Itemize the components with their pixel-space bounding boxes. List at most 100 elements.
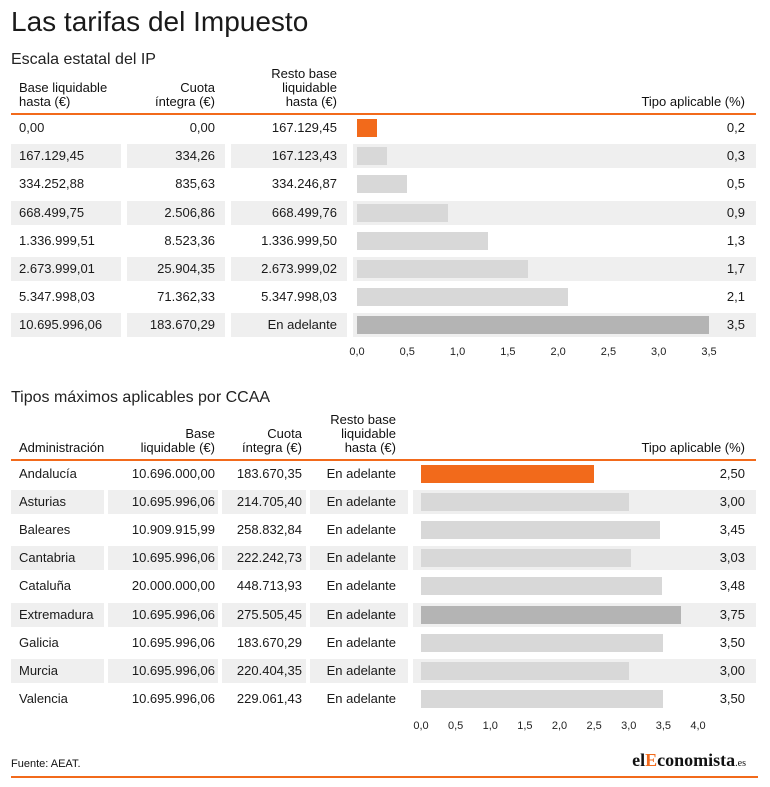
tick-label: 1,5	[517, 720, 533, 732]
cell-resto: En adelante	[326, 662, 396, 678]
value-label: 3,50	[719, 690, 745, 706]
cell-cuota: 183.670,29	[149, 317, 215, 333]
logo-accent: E	[645, 750, 658, 770]
cell-resto: En adelante	[326, 550, 396, 566]
cell-admin: Galicia	[19, 634, 59, 650]
column-gap	[225, 313, 231, 338]
bar	[421, 549, 631, 568]
cell-resto: En adelante	[326, 634, 396, 650]
cell-cuota: 220.404,35	[236, 662, 302, 678]
value-label: 3,00	[719, 494, 745, 510]
section-subtitle: Tipos máximos aplicables por CCAA	[11, 389, 271, 406]
cell-base: 5.347.998,03	[19, 289, 95, 305]
header-tipo: Tipo aplicable (%)	[641, 440, 745, 455]
cell-resto: 167.123,43	[271, 148, 337, 164]
column-gap	[121, 144, 127, 169]
column-gap	[306, 602, 310, 627]
cell-admin: Extremadura	[19, 606, 94, 622]
value-label: 0,9	[726, 204, 745, 220]
header-resto-line3: hasta (€)	[344, 440, 396, 455]
cell-base: 10.695.996,06	[131, 494, 215, 510]
value-label: 3,50	[719, 634, 745, 650]
bar	[421, 689, 664, 708]
column-gap	[218, 602, 222, 627]
header-rule	[11, 113, 756, 115]
header-rule	[11, 459, 756, 461]
column-gap	[347, 144, 353, 169]
bar	[421, 521, 660, 540]
cell-cuota: 71.362,33	[157, 289, 215, 305]
column-gap	[104, 490, 108, 515]
value-label: 3,5	[726, 317, 745, 333]
source-note: Fuente: AEAT.	[11, 758, 81, 770]
header-base-line2: hasta (€)	[19, 94, 71, 109]
value-label: 3,00	[719, 662, 745, 678]
cell-resto: En adelante	[326, 522, 396, 538]
tick-label: 0,0	[349, 346, 365, 358]
tick-label: 4,0	[690, 720, 706, 732]
header-resto: Resto base liquidable hasta (€)	[226, 67, 337, 109]
logo-part: el	[632, 750, 646, 770]
column-gap	[306, 546, 310, 571]
column-gap	[121, 313, 127, 338]
value-label: 3,48	[719, 578, 745, 594]
brand-logo: elEconomista.es	[632, 750, 746, 771]
column-gap	[225, 257, 231, 281]
bar	[357, 316, 709, 335]
cell-resto: 2.673.999,02	[261, 261, 337, 276]
header-base: Base liquidable hasta (€)	[19, 81, 107, 109]
cell-cuota: 183.670,35	[236, 466, 302, 481]
bar	[357, 203, 448, 222]
cell-resto: En adelante	[326, 690, 396, 706]
tick-label: 0,0	[413, 720, 429, 732]
page-title: Las tarifas del Impuesto	[11, 6, 309, 37]
value-label: 1,7	[726, 261, 745, 276]
logo-part: conomista	[657, 750, 736, 770]
column-gap	[121, 200, 127, 225]
tick-label: 2,5	[600, 346, 617, 358]
cell-admin: Andalucía	[19, 466, 77, 481]
cell-cuota: 25.904,35	[157, 261, 215, 276]
cell-cuota: 2.506,86	[164, 204, 215, 220]
value-label: 3,03	[719, 550, 745, 566]
cell-base: 10.695.996,06	[131, 634, 215, 650]
cell-cuota: 229.061,43	[236, 690, 302, 706]
value-label: 0,3	[726, 148, 745, 164]
header-resto-line1: Resto base	[271, 66, 337, 81]
cell-base: 20.000.000,00	[131, 578, 215, 594]
column-gap	[218, 658, 222, 683]
header-cuota-line1: Cuota	[267, 426, 302, 441]
bar	[357, 288, 569, 307]
bar	[357, 175, 408, 194]
value-label: 0,5	[726, 176, 745, 192]
cell-cuota: 222.242,73	[236, 550, 302, 566]
bar	[421, 577, 662, 596]
column-gap	[347, 313, 353, 338]
tick-label: 1,0	[482, 720, 498, 732]
value-label: 2,50	[719, 466, 745, 481]
header-resto-line2: liquidable	[282, 80, 337, 95]
cell-base: 1.336.999,51	[19, 232, 95, 248]
column-gap	[408, 490, 413, 515]
column-gap	[347, 200, 353, 225]
tick-label: 0,5	[447, 720, 464, 732]
column-gap	[225, 200, 231, 225]
cell-resto: 5.347.998,03	[261, 289, 337, 305]
cell-cuota: 334,26	[175, 148, 215, 164]
header-cuota-line1: Cuota	[180, 80, 215, 95]
header-admin: Administración	[19, 440, 105, 455]
cell-base: 10.909.915,99	[131, 522, 215, 538]
cell-base: 0,00	[19, 120, 45, 135]
cell-base: 10.695.996,06	[131, 550, 215, 566]
header-tipo: Tipo aplicable (%)	[641, 94, 745, 109]
column-gap	[306, 490, 310, 515]
cell-cuota: 835,63	[175, 176, 215, 192]
header-resto: Resto base liquidable hasta (€)	[306, 413, 396, 455]
row-stripe	[11, 546, 756, 571]
bar	[421, 605, 681, 624]
cell-base: 10.696.000,00	[131, 466, 215, 481]
cell-resto: 334.246,87	[271, 176, 337, 192]
row-stripe	[11, 490, 756, 515]
tick-label: 0,5	[399, 346, 415, 358]
cell-resto: En adelante	[326, 606, 396, 622]
